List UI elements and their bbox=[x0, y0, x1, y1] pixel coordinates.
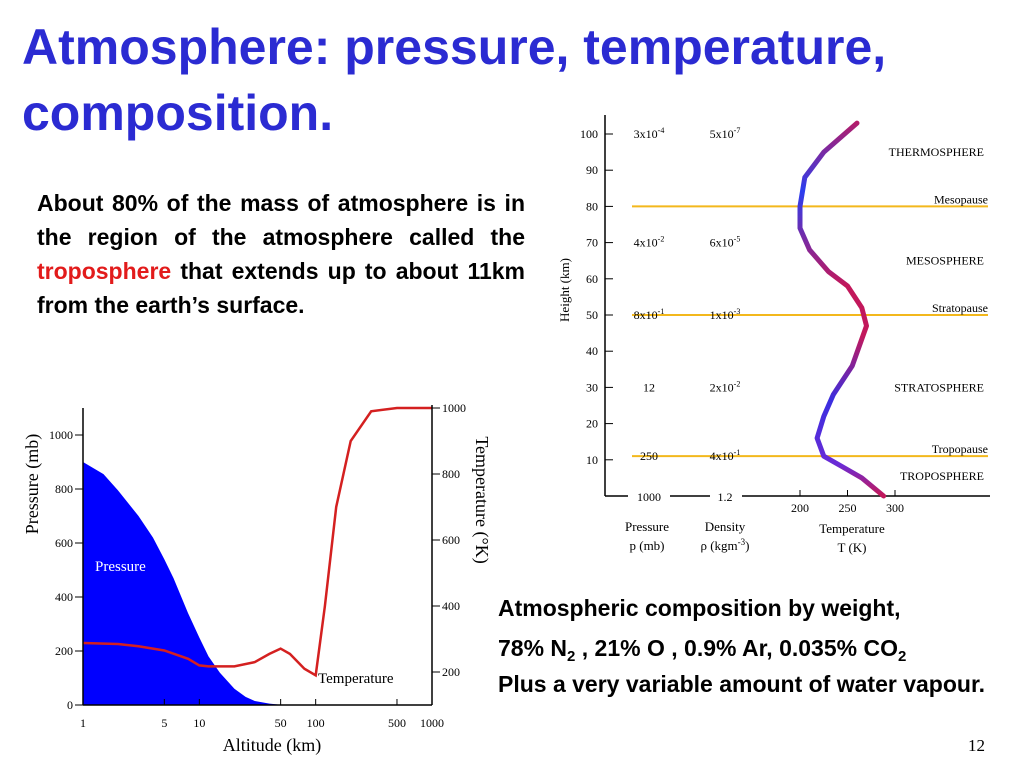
left-y-ticks: 0 200 400 600 800 1000 bbox=[49, 428, 83, 712]
pressure-value: 1000 bbox=[637, 490, 661, 504]
height-axis-label: Height (km) bbox=[557, 258, 572, 322]
layer-label: MESOSPHERE bbox=[906, 254, 984, 268]
slide-title: Atmosphere: pressure, temperature, compo… bbox=[22, 14, 1012, 146]
right-y-tick-label: 600 bbox=[442, 533, 460, 547]
height-tick-label: 30 bbox=[586, 380, 598, 394]
temperature-series-label: Temperature bbox=[318, 671, 394, 687]
height-tick-label: 70 bbox=[586, 236, 598, 250]
temperature-ticks: 200 250 300 bbox=[791, 490, 904, 515]
x-tick-label: 5 bbox=[161, 716, 167, 730]
intro-text-start: About 80% of the mass of atmosphere is i… bbox=[37, 190, 525, 250]
temperature-axis-label: Temperature bbox=[819, 521, 885, 536]
composition-water-vapour: Plus a very variable amount of water vap… bbox=[498, 671, 986, 697]
temperature-tick-label: 300 bbox=[886, 501, 904, 515]
pressure-column-unit: p (mb) bbox=[629, 538, 664, 553]
height-tick-label: 40 bbox=[586, 344, 598, 358]
left-y-tick-label: 1000 bbox=[49, 428, 73, 442]
height-tick-label: 20 bbox=[586, 417, 598, 431]
layer-label: THERMOSPHERE bbox=[889, 145, 984, 159]
pressure-value: 250 bbox=[640, 449, 658, 463]
pressure-value: 12 bbox=[643, 380, 655, 394]
title-line-2: composition. bbox=[22, 85, 334, 141]
right-y-ticks: 200 400 600 800 1000 bbox=[432, 401, 466, 679]
left-y-axis-label: Pressure (mb) bbox=[22, 434, 43, 534]
height-tick-label: 80 bbox=[586, 199, 598, 213]
pressure-area bbox=[83, 462, 281, 705]
right-y-tick-label: 1000 bbox=[442, 401, 466, 415]
temperature-tick-label: 250 bbox=[839, 501, 857, 515]
x-tick-label: 1 bbox=[80, 716, 86, 730]
troposphere-highlight: troposphere bbox=[37, 258, 172, 284]
density-value: 1x10-3 bbox=[710, 307, 741, 322]
left-y-tick-label: 400 bbox=[55, 590, 73, 604]
pressure-series-label: Pressure bbox=[95, 559, 146, 575]
density-value: 2x10-2 bbox=[710, 379, 741, 394]
composition-block: Atmospheric composition by weight, 78% N… bbox=[498, 588, 1018, 700]
composition-heading: Atmospheric composition by weight, bbox=[498, 595, 901, 621]
pressure-value: 4x10-2 bbox=[634, 235, 665, 250]
right-y-tick-label: 400 bbox=[442, 599, 460, 613]
pressure-column-label: Pressure bbox=[625, 519, 669, 534]
x-tick-label: 10 bbox=[193, 716, 205, 730]
temperature-axis-unit: T (K) bbox=[837, 540, 866, 555]
height-tick-label: 100 bbox=[580, 127, 598, 141]
left-y-tick-label: 800 bbox=[55, 482, 73, 496]
left-y-tick-label: 0 bbox=[67, 698, 73, 712]
density-value: 6x10-5 bbox=[710, 235, 741, 250]
layer-labels: TROPOSPHERE STRATOSPHERE MESOSPHERE THERMOS… bbox=[889, 145, 984, 483]
intro-text-end: that extends up to about 11km from the e… bbox=[37, 258, 525, 318]
temperature-tick-label: 200 bbox=[791, 501, 809, 515]
density-value: 4x10-1 bbox=[710, 448, 741, 463]
pressure-value: 8x10-1 bbox=[634, 307, 665, 322]
layer-label: STRATOSPHERE bbox=[894, 380, 984, 394]
temperature-line-1 bbox=[82, 406, 432, 678]
right-y-tick-label: 800 bbox=[442, 467, 460, 481]
boundary-label: Stratopause bbox=[932, 301, 988, 315]
pressure-value: 3x10-4 bbox=[634, 126, 665, 141]
height-tick-label: 50 bbox=[586, 308, 598, 322]
table-cell-bg bbox=[628, 489, 670, 504]
right-y-axis-label: Temperature (°K) bbox=[471, 436, 492, 563]
boundary-label: Mesopause bbox=[934, 192, 988, 206]
density-column-unit: ρ (kgm-3) bbox=[700, 537, 749, 553]
right-y-tick-label: 200 bbox=[442, 665, 460, 679]
density-column-label: Density bbox=[705, 519, 746, 534]
boundaries: Tropopause Stratopause Mesopause bbox=[632, 192, 988, 458]
density-value: 5x10-7 bbox=[710, 126, 741, 141]
x-tick-label: 50 bbox=[275, 716, 287, 730]
title-line-1: Atmosphere: pressure, temperature, bbox=[22, 19, 887, 75]
x-tick-label: 500 bbox=[388, 716, 406, 730]
layer-label: TROPOSPHERE bbox=[900, 469, 984, 483]
x-axis-ticks: 1 5 10 50 100 500 1000 bbox=[80, 699, 444, 730]
height-tick-label: 90 bbox=[586, 163, 598, 177]
table-values: 3x10-4 5x10-7 4x10-2 6x10-5 8x10-1 1x10-3 12 2x… bbox=[628, 126, 742, 504]
x-tick-label: 1000 bbox=[420, 716, 444, 730]
left-y-tick-label: 600 bbox=[55, 536, 73, 550]
height-tick-label: 60 bbox=[586, 272, 598, 286]
boundary-label: Tropopause bbox=[932, 442, 988, 456]
x-tick-label: 100 bbox=[307, 716, 325, 730]
density-value: 1.2 bbox=[718, 490, 733, 504]
composition-gases: 78% N2 , 21% O , 0.9% Ar, 0.035% CO2 bbox=[498, 635, 907, 665]
height-tick-label: 10 bbox=[586, 453, 598, 467]
slide-number: 12 bbox=[968, 736, 985, 755]
left-y-tick-label: 200 bbox=[55, 644, 73, 658]
x-axis-label: Altitude (km) bbox=[223, 735, 321, 756]
table-cell-bg bbox=[710, 489, 742, 504]
height-ticks: 10 20 30 40 50 60 70 80 90 100 bbox=[580, 127, 613, 467]
intro-paragraph: About 80% of the mass of atmosphere is i… bbox=[37, 186, 525, 322]
temperature-profile-line bbox=[797, 120, 887, 499]
